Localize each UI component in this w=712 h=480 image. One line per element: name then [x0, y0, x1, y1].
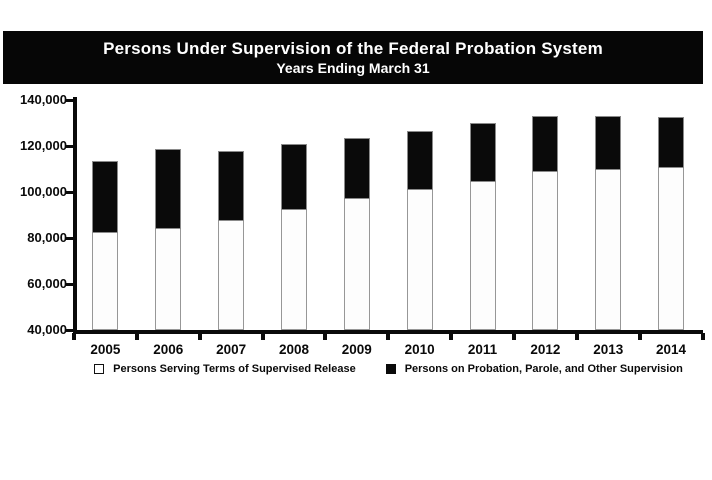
- bar-segment-supervised-release-2014: [658, 167, 685, 330]
- x-tick-mark: [700, 333, 705, 340]
- year-label-2011: 2011: [467, 342, 498, 357]
- x-tick-mark: [637, 333, 642, 340]
- bar-segment-supervised-release-2013: [595, 170, 622, 330]
- legend-item-supervised-release: Persons Serving Terms of Supervised Rele…: [94, 363, 356, 375]
- bar-segment-probation-parole-2012: [532, 116, 559, 173]
- x-tick-mark: [134, 333, 139, 340]
- y-tick-mark: [65, 236, 74, 240]
- y-tick-mark: [65, 190, 74, 194]
- year-label-2010: 2010: [404, 342, 435, 357]
- bar-segment-supervised-release-2009: [343, 198, 370, 330]
- legend-swatch-filled-square-icon: [385, 364, 396, 374]
- bar-segment-probation-parole-2008: [280, 143, 307, 211]
- stacked-bar-2013: [595, 116, 622, 330]
- bar-segment-supervised-release-2010: [406, 189, 433, 330]
- stacked-bar-2010: [406, 131, 433, 330]
- bar-segment-supervised-release-2008: [280, 210, 307, 330]
- bar-segment-probation-parole-2009: [343, 137, 370, 199]
- y-tick-mark: [65, 144, 74, 148]
- bar-segment-probation-parole-2013: [595, 116, 622, 171]
- y-tick-label: 80,000: [27, 230, 67, 245]
- bar-segment-probation-parole-2007: [218, 150, 245, 221]
- legend: Persons Serving Terms of Supervised Rele…: [74, 359, 703, 379]
- legend-label-supervised-release: Persons Serving Terms of Supervised Rele…: [113, 363, 356, 375]
- stacked-bar-2005: [92, 160, 119, 330]
- bar-segment-supervised-release-2012: [532, 172, 559, 330]
- bar-segment-probation-parole-2014: [658, 117, 685, 168]
- x-tick-mark: [386, 333, 391, 340]
- year-label-2013: 2013: [593, 342, 624, 357]
- stacked-bar-2011: [469, 123, 496, 330]
- x-tick-mark: [197, 333, 202, 340]
- stacked-bar-2009: [343, 137, 370, 330]
- bar-segment-supervised-release-2006: [155, 228, 182, 330]
- year-label-2005: 2005: [90, 342, 121, 357]
- y-tick-mark: [65, 328, 74, 332]
- legend-label-probation-parole: Persons on Probation, Parole, and Other …: [404, 363, 683, 375]
- chart-title: Persons Under Supervision of the Federal…: [103, 39, 603, 58]
- stacked-bar-2007: [218, 150, 245, 330]
- stacked-bar-2012: [532, 116, 559, 330]
- stacked-bar-2014: [658, 117, 685, 330]
- x-tick-mark: [574, 333, 579, 340]
- y-tick-label: 100,000: [20, 184, 67, 199]
- year-label-2009: 2009: [341, 342, 372, 357]
- x-tick-mark: [449, 333, 454, 340]
- legend-swatch-open-square-icon: [94, 364, 105, 374]
- x-tick-mark: [511, 333, 516, 340]
- bar-segment-probation-parole-2011: [469, 123, 496, 182]
- x-tick-mark: [260, 333, 265, 340]
- bar-segment-probation-parole-2005: [92, 160, 119, 234]
- y-tick-label: 40,000: [27, 322, 67, 337]
- bar-segment-supervised-release-2005: [92, 233, 119, 330]
- bar-segment-supervised-release-2011: [469, 181, 496, 330]
- stacked-bar-2006: [155, 149, 182, 330]
- y-tick-mark: [65, 98, 74, 102]
- stacked-bar-2008: [280, 143, 307, 330]
- chart-title-bar: Persons Under Supervision of the Federal…: [3, 31, 703, 84]
- year-label-2007: 2007: [216, 342, 247, 357]
- y-axis-line: [73, 97, 77, 334]
- legend-item-probation-parole: Persons on Probation, Parole, and Other …: [385, 363, 683, 375]
- y-tick-mark: [65, 282, 74, 286]
- x-tick-mark: [72, 333, 76, 340]
- y-tick-label: 60,000: [27, 276, 67, 291]
- bar-segment-probation-parole-2010: [406, 131, 433, 190]
- year-label-2014: 2014: [656, 342, 687, 357]
- year-label-2006: 2006: [153, 342, 184, 357]
- year-label-2012: 2012: [530, 342, 561, 357]
- year-label-2008: 2008: [278, 342, 309, 357]
- chart-subtitle: Years Ending March 31: [276, 60, 430, 76]
- y-tick-label: 120,000: [20, 138, 67, 153]
- x-axis-line: [73, 330, 703, 334]
- x-tick-mark: [323, 333, 328, 340]
- y-tick-label: 140,000: [20, 92, 67, 107]
- bar-segment-probation-parole-2006: [155, 149, 182, 229]
- bar-segment-supervised-release-2007: [218, 220, 245, 330]
